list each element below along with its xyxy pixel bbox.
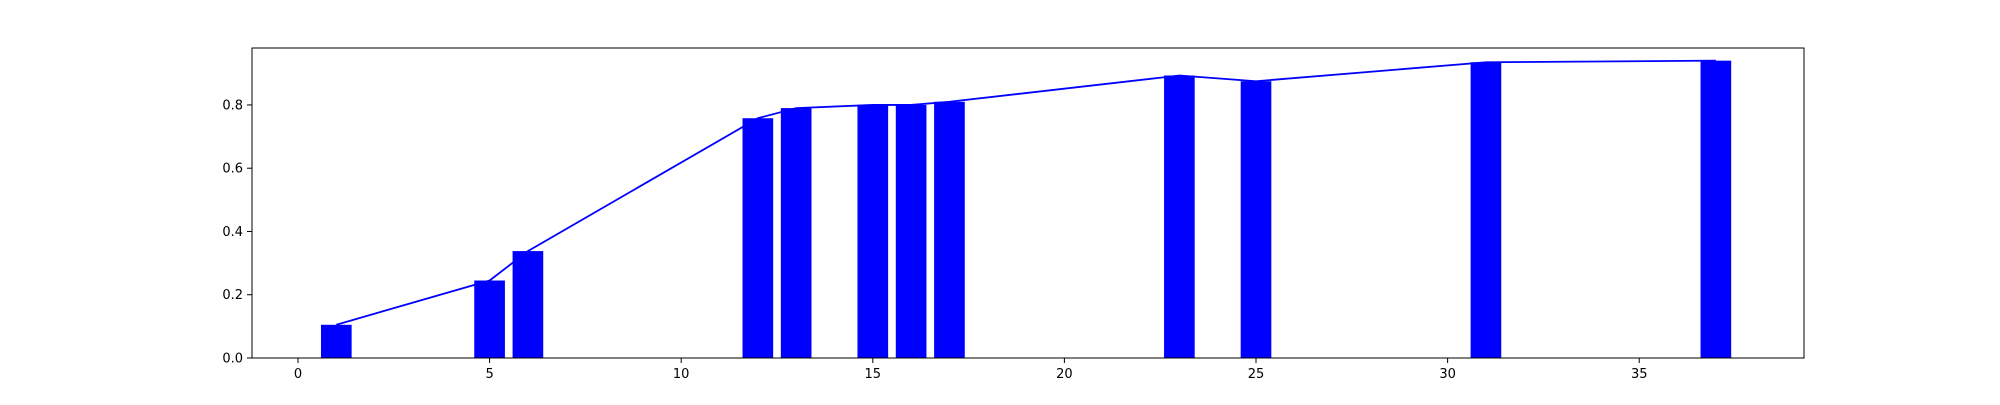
x-tick-label-0: 0 — [294, 367, 302, 382]
bar-15 — [857, 104, 889, 358]
plot-frame — [251, 47, 1805, 359]
bar-5 — [474, 280, 505, 358]
bar-13 — [780, 108, 812, 358]
y-tick-label-0: 0.0 — [222, 352, 243, 367]
x-tick-label-35: 35 — [1631, 367, 1648, 382]
x-tick-label-15: 15 — [865, 367, 882, 382]
line-layer — [336, 59, 1716, 326]
bar-12 — [742, 118, 774, 358]
y-tick-label-0.4: 0.4 — [222, 225, 243, 240]
x-tick-label-30: 30 — [1439, 367, 1456, 382]
y-tick-label-0.8: 0.8 — [222, 98, 243, 113]
y-tick-label-0.2: 0.2 — [222, 288, 243, 303]
y-axis: 0.0 0.2 0.4 0.6 0.8 — [222, 98, 252, 367]
bar-16 — [895, 104, 927, 358]
series-line — [336, 59, 1716, 326]
bar-6 — [512, 251, 544, 358]
x-tick-label-10: 10 — [673, 367, 690, 382]
y-tick-label-0.6: 0.6 — [222, 162, 243, 177]
bar-23 — [1164, 75, 1195, 358]
bar-25 — [1240, 81, 1272, 358]
x-axis: 0 5 10 15 20 25 30 35 — [294, 358, 1648, 382]
bars-layer — [320, 60, 1732, 359]
x-tick-label-5: 5 — [485, 367, 493, 382]
bar-31 — [1470, 62, 1502, 359]
bar-1 — [320, 324, 352, 358]
x-tick-label-25: 25 — [1248, 367, 1265, 382]
x-tick-label-20: 20 — [1056, 367, 1073, 382]
bar-37 — [1700, 60, 1732, 358]
bar-17 — [934, 101, 965, 358]
